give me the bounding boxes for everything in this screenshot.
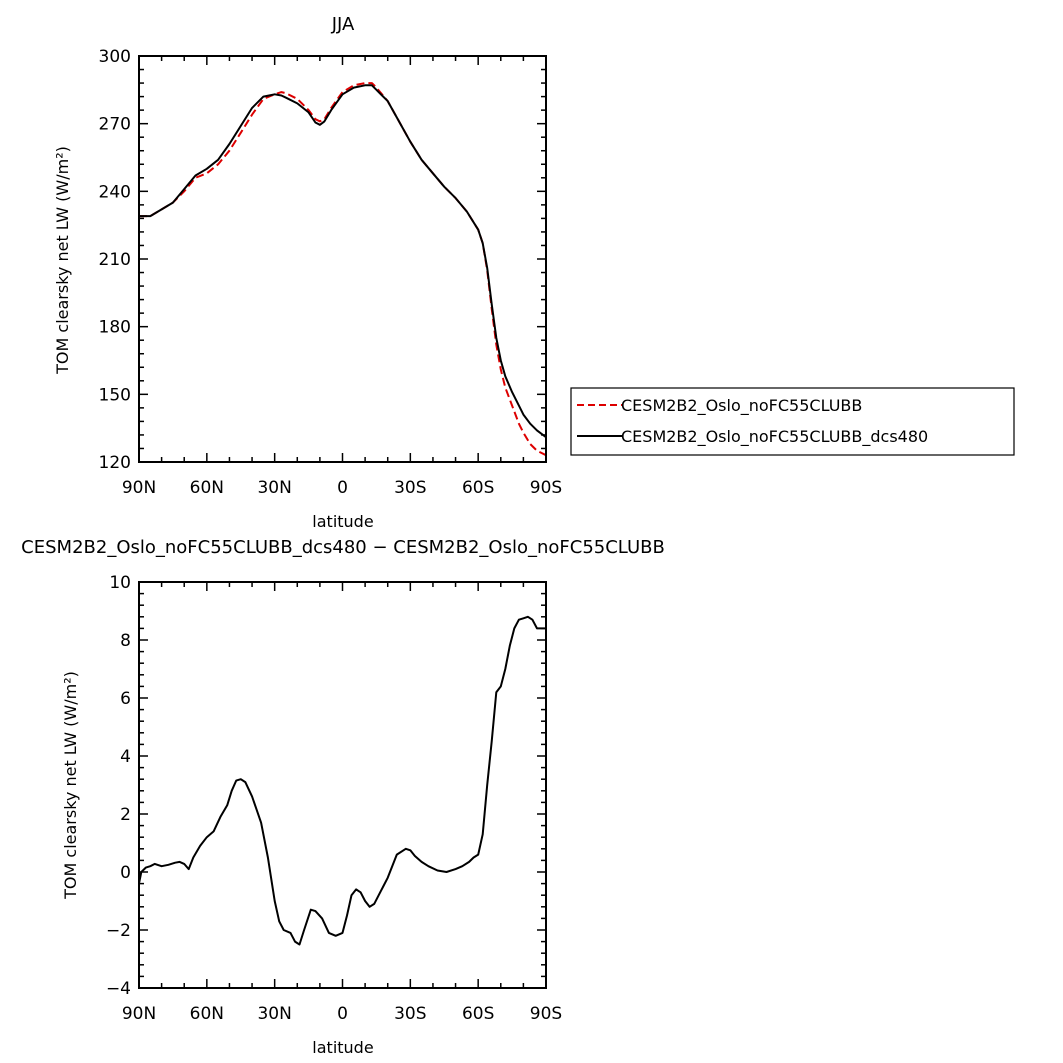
bottom-chart-title: CESM2B2_Oslo_noFC55CLUBB_dcs480 − CESM2B… xyxy=(21,537,665,558)
top-x-tick-label: 30N xyxy=(257,478,291,498)
bottom-x-tick-label: 0 xyxy=(337,1004,348,1024)
bottom-x-tick-label: 90S xyxy=(530,1004,562,1024)
top-x-tick-label: 30S xyxy=(394,478,426,498)
bottom-y-tick-label: 4 xyxy=(120,747,131,767)
bottom-panel: CESM2B2_Oslo_noFC55CLUBB_dcs480 − CESM2B… xyxy=(21,537,665,1057)
bottom-series-group xyxy=(138,615,546,946)
top-x-tick-label: 60S xyxy=(462,478,494,498)
legend-label-red: CESM2B2_Oslo_noFC55CLUBB xyxy=(621,396,862,416)
top-x-tick-label: 60N xyxy=(190,478,224,498)
top-series-group xyxy=(139,82,547,457)
top-y-tick-label: 180 xyxy=(99,318,131,338)
top-y-tick-label: 240 xyxy=(99,182,131,202)
bottom-y-axis-label: TOM clearsky net LW (W/m²) xyxy=(61,671,80,900)
bottom-x-tick-label: 90N xyxy=(122,1004,156,1024)
legend-label-black: CESM2B2_Oslo_noFC55CLUBB_dcs480 xyxy=(621,427,928,447)
top-y-tick-label: 150 xyxy=(99,385,131,405)
bottom-y-tick-label: −4 xyxy=(106,979,131,999)
legend: CESM2B2_Oslo_noFC55CLUBB CESM2B2_Oslo_no… xyxy=(570,387,1015,456)
bottom-y-tick-label: −2 xyxy=(106,921,131,941)
bottom-x-tick-label: 60S xyxy=(462,1004,494,1024)
bottom-y-axis: −4 −2 0 2 4 6 8 10 xyxy=(106,573,546,999)
top-y-tick-label: 120 xyxy=(99,453,131,473)
top-y-axis-label: TOM clearsky net LW (W/m²) xyxy=(53,146,72,375)
top-x-tick-label: 0 xyxy=(337,478,348,498)
top-panel: JJA 120 150 180 210 240 270 300 90N 60N 30N 0 30S 6… xyxy=(53,14,1015,531)
top-series-line-1 xyxy=(139,84,547,438)
bottom-y-tick-label: 10 xyxy=(109,573,131,593)
top-y-tick-label: 300 xyxy=(99,47,131,67)
bottom-x-axis: 90N 60N 30N 0 30S 60S 90S xyxy=(122,582,562,1024)
bottom-x-tick-label: 30N xyxy=(257,1004,291,1024)
top-y-tick-label: 270 xyxy=(99,115,131,135)
bottom-series-line-0 xyxy=(138,615,546,946)
top-chart-title: JJA xyxy=(331,14,355,35)
bottom-x-axis-label: latitude xyxy=(312,1038,373,1057)
top-series-line-0 xyxy=(139,82,547,457)
top-x-axis-label: latitude xyxy=(312,512,373,531)
bottom-y-tick-label: 8 xyxy=(120,631,131,651)
bottom-plot-frame xyxy=(138,581,547,989)
top-x-tick-label: 90S xyxy=(530,478,562,498)
top-x-tick-label: 90N xyxy=(122,478,156,498)
bottom-y-tick-label: 2 xyxy=(120,805,131,825)
legend-box xyxy=(570,387,1015,456)
bottom-y-tick-label: 6 xyxy=(120,689,131,709)
top-y-axis: 120 150 180 210 240 270 300 xyxy=(99,47,546,473)
top-x-axis: 90N 60N 30N 0 30S 60S 90S xyxy=(122,56,562,498)
bottom-x-tick-label: 60N xyxy=(190,1004,224,1024)
bottom-x-tick-label: 30S xyxy=(394,1004,426,1024)
top-y-tick-label: 210 xyxy=(99,250,131,270)
bottom-y-tick-label: 0 xyxy=(120,863,131,883)
